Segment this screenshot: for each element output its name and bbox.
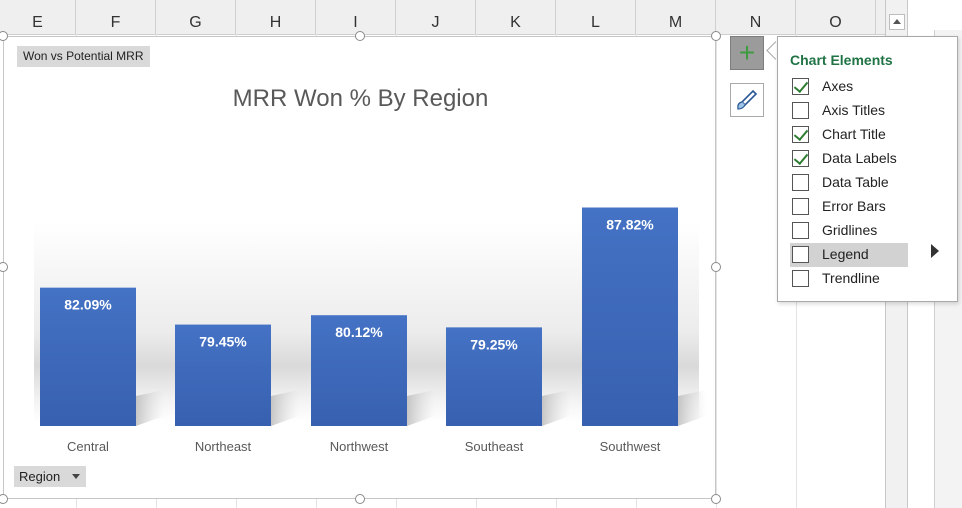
bar-shadow [542, 390, 570, 426]
chart-area[interactable]: 82.09% Central 79.45% Northeast 80.12% Northw… [3, 36, 716, 499]
bar-northwest[interactable] [311, 315, 407, 426]
column-header-m[interactable]: M [636, 0, 716, 34]
resize-handle-middle-right[interactable] [711, 262, 721, 272]
resize-handle-middle-left[interactable] [0, 262, 8, 272]
bar-chart: 82.09% Central 79.45% Northeast 80.12% Northw… [40, 207, 706, 454]
column-header-o[interactable]: O [796, 0, 876, 34]
resize-handle-top-left[interactable] [0, 31, 8, 41]
bar-shadow [136, 390, 164, 426]
column-header-i[interactable]: I [316, 0, 396, 34]
chart-element-axes[interactable]: Axes [790, 75, 908, 99]
column-header-k[interactable]: K [476, 0, 556, 34]
chart-element-error-bars[interactable]: Error Bars [790, 195, 908, 219]
chart-element-label: Error Bars [822, 198, 886, 214]
chart-styles-button[interactable] [730, 83, 764, 117]
resize-handle-top-middle[interactable] [355, 31, 365, 41]
bar-shadow [678, 390, 706, 426]
chart-element-label: Data Labels [822, 150, 897, 166]
checkbox-axes[interactable] [792, 78, 809, 95]
chart-element-label: Axis Titles [822, 102, 886, 118]
resize-handle-bottom-right[interactable] [711, 494, 721, 504]
chart-element-axis-titles[interactable]: Axis Titles [790, 99, 908, 123]
chart-element-trendline[interactable]: Trendline [790, 267, 908, 291]
chart-element-label: Trendline [822, 270, 880, 286]
chart-element-label: Legend [822, 246, 869, 262]
plus-icon: + [738, 37, 756, 68]
chart-elements-button[interactable]: + [730, 36, 764, 70]
checkbox-trendline[interactable] [792, 270, 809, 287]
bar-shadow [407, 390, 435, 426]
category-tick-label: Northwest [330, 439, 389, 454]
bar-shadow [271, 390, 299, 426]
bar-southwest[interactable] [582, 207, 678, 426]
checkbox-chart-title[interactable] [792, 126, 809, 143]
data-label[interactable]: 79.45% [199, 334, 247, 350]
resize-handle-bottom-left[interactable] [0, 494, 8, 504]
chart-element-label: Axes [822, 78, 854, 94]
column-header-n[interactable]: N [716, 0, 796, 34]
category-tick-label: Central [67, 439, 109, 454]
pivot-field-button[interactable]: Won vs Potential MRR [17, 46, 150, 67]
bar-central[interactable] [40, 287, 136, 426]
column-header-j[interactable]: J [396, 0, 476, 34]
bar-southeast[interactable] [446, 327, 542, 426]
category-tick-label: Southeast [465, 439, 524, 454]
column-header-e[interactable]: E [0, 0, 76, 34]
data-label[interactable]: 79.25% [470, 336, 518, 352]
checkbox-axis-titles[interactable] [792, 102, 809, 119]
chart-element-label: Chart Title [822, 126, 886, 142]
column-header-f[interactable]: F [76, 0, 156, 34]
checkbox-data-labels[interactable] [792, 150, 809, 167]
checkbox-data-table[interactable] [792, 174, 809, 191]
chevron-right-icon[interactable] [931, 244, 939, 258]
chart-element-gridlines[interactable]: Gridlines [790, 219, 908, 243]
checkbox-error-bars[interactable] [792, 198, 809, 215]
data-label[interactable]: 87.82% [606, 216, 654, 232]
resize-handle-bottom-middle[interactable] [355, 494, 365, 504]
chart-element-label: Data Table [822, 174, 889, 190]
chart-elements-flyout: Chart Elements Axes Axis Titles Chart Titl… [777, 36, 958, 302]
scroll-up-icon[interactable] [889, 14, 905, 30]
flyout-title: Chart Elements [790, 52, 893, 68]
chart-title[interactable]: MRR Won % By Region [232, 85, 489, 112]
region-filter-button[interactable]: Region [14, 466, 87, 487]
checkbox-gridlines[interactable] [792, 222, 809, 239]
chart-element-legend[interactable]: Legend [790, 243, 908, 267]
bar-northeast[interactable] [175, 324, 271, 426]
column-header-g[interactable]: G [156, 0, 236, 34]
brush-icon [737, 89, 758, 110]
data-label[interactable]: 82.09% [64, 297, 112, 313]
region-filter-label: Region [19, 469, 61, 484]
category-tick-label: Southwest [600, 439, 661, 454]
column-header-h[interactable]: H [236, 0, 316, 34]
checkbox-legend[interactable] [792, 246, 809, 263]
data-label[interactable]: 80.12% [335, 324, 383, 340]
chart-element-data-table[interactable]: Data Table [790, 171, 908, 195]
chart-element-chart-title[interactable]: Chart Title [790, 123, 908, 147]
resize-handle-top-right[interactable] [711, 31, 721, 41]
column-header-l[interactable]: L [556, 0, 636, 34]
chart-element-label: Gridlines [822, 222, 878, 238]
dropdown-arrow-icon [72, 474, 81, 479]
chart-element-data-labels[interactable]: Data Labels [790, 147, 908, 171]
category-tick-label: Northeast [195, 439, 252, 454]
